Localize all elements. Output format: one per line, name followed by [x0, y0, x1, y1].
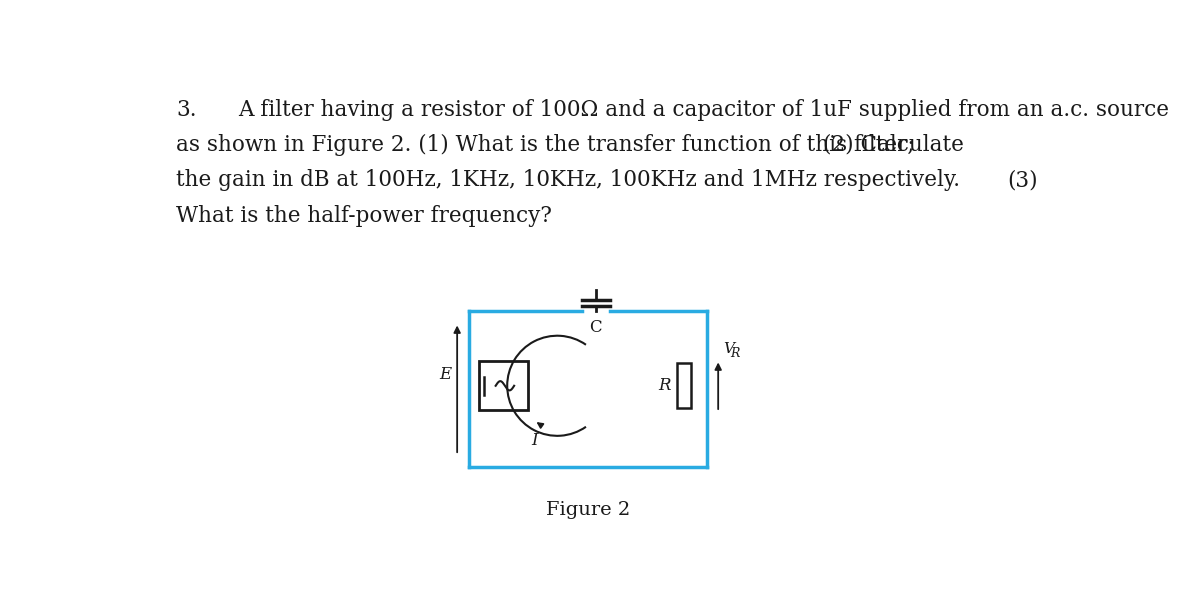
Text: (3): (3): [1008, 169, 1038, 192]
Text: as shown in Figure 2. (1) What is the transfer function of this filter;: as shown in Figure 2. (1) What is the tr…: [176, 134, 914, 156]
Text: I: I: [530, 432, 538, 449]
Text: Figure 2: Figure 2: [546, 501, 630, 519]
Bar: [677, 363, 691, 408]
Text: C: C: [589, 318, 602, 336]
Bar: [479, 361, 528, 410]
Text: E: E: [439, 366, 451, 383]
Text: the gain in dB at 100Hz, 1KHz, 10KHz, 100KHz and 1MHz respectively.: the gain in dB at 100Hz, 1KHz, 10KHz, 10…: [176, 169, 960, 192]
Text: 3.: 3.: [176, 99, 197, 121]
Text: A filter having a resistor of 100Ω and a capacitor of 1uF supplied from an a.c. : A filter having a resistor of 100Ω and a…: [238, 99, 1169, 121]
Text: R: R: [659, 377, 671, 394]
Text: R: R: [731, 347, 740, 360]
Text: (2) Calculate: (2) Calculate: [823, 134, 964, 156]
Text: V: V: [722, 342, 734, 356]
Text: What is the half-power frequency?: What is the half-power frequency?: [176, 205, 552, 227]
